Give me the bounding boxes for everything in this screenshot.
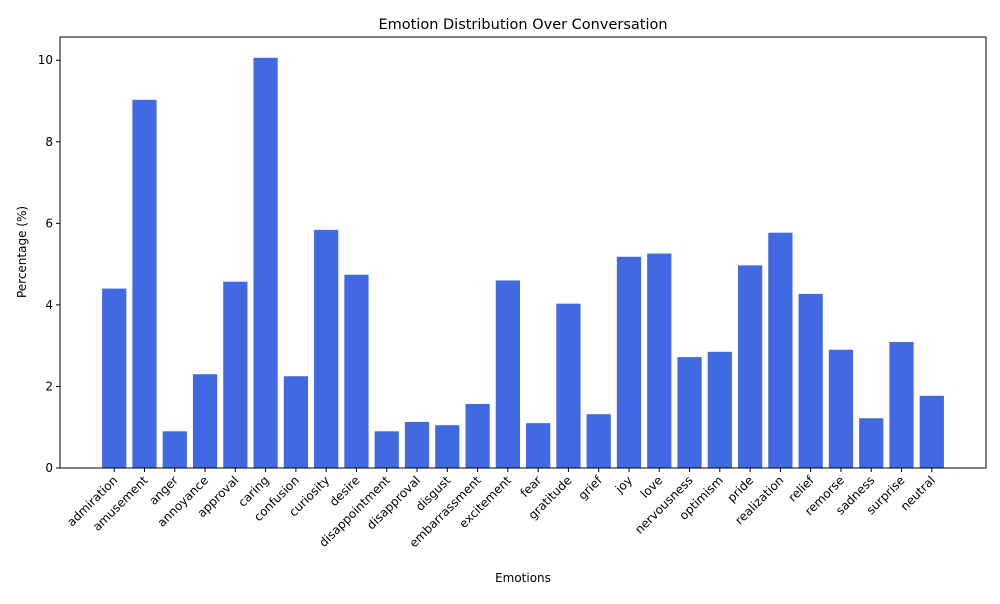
bar-confusion bbox=[283, 376, 309, 468]
bar-embarrassment bbox=[465, 403, 490, 468]
bar-realization bbox=[768, 232, 793, 468]
x-axis: admirationamusementangerannoyanceapprova… bbox=[64, 468, 938, 550]
y-axis-label: Percentage (%) bbox=[15, 206, 29, 298]
bar-disappointment bbox=[374, 431, 399, 468]
bar-nervousness bbox=[677, 357, 702, 468]
x-tick-label-fear: fear bbox=[517, 473, 544, 500]
y-tick-label-10: 10 bbox=[38, 53, 53, 67]
bar-approval bbox=[223, 281, 248, 468]
x-tick-label-grief: grief bbox=[575, 473, 605, 503]
bar-surprise bbox=[889, 342, 914, 468]
y-tick-label-8: 8 bbox=[45, 135, 53, 149]
y-tick-label-4: 4 bbox=[45, 298, 53, 312]
bar-pride bbox=[737, 265, 763, 468]
bar-joy bbox=[616, 256, 642, 468]
bar-anger bbox=[162, 431, 187, 468]
chart-title: Emotion Distribution Over Conversation bbox=[378, 17, 667, 33]
bar-grief bbox=[586, 414, 611, 468]
bar-excitement bbox=[495, 280, 520, 468]
bar-annoyance bbox=[192, 374, 218, 468]
bar-desire bbox=[344, 274, 369, 468]
y-tick-label-2: 2 bbox=[45, 379, 53, 393]
bar-remorse bbox=[828, 349, 854, 468]
y-axis: 0 2 4 6 8 10 bbox=[38, 53, 60, 475]
bar-caring bbox=[253, 57, 278, 468]
bar-admiration bbox=[102, 288, 127, 468]
x-tick-label-joy: joy bbox=[612, 473, 635, 496]
bar-amusement bbox=[132, 99, 157, 468]
bar-neutral bbox=[919, 395, 944, 468]
bar-gratitude bbox=[556, 303, 581, 468]
bar-curiosity bbox=[314, 229, 339, 468]
bar-disapproval bbox=[404, 421, 430, 468]
plot-frame bbox=[59, 36, 987, 469]
y-tick-label-6: 6 bbox=[45, 216, 53, 230]
bar-relief bbox=[798, 293, 823, 468]
y-tick-label-0: 0 bbox=[45, 461, 53, 475]
x-axis-label: Emotions bbox=[495, 571, 551, 585]
bar-fear bbox=[526, 423, 551, 468]
bars-group bbox=[102, 57, 944, 468]
bar-disgust bbox=[435, 425, 460, 468]
bar-love bbox=[647, 253, 672, 468]
bar-sadness bbox=[859, 418, 884, 468]
bar-optimism bbox=[707, 351, 732, 468]
